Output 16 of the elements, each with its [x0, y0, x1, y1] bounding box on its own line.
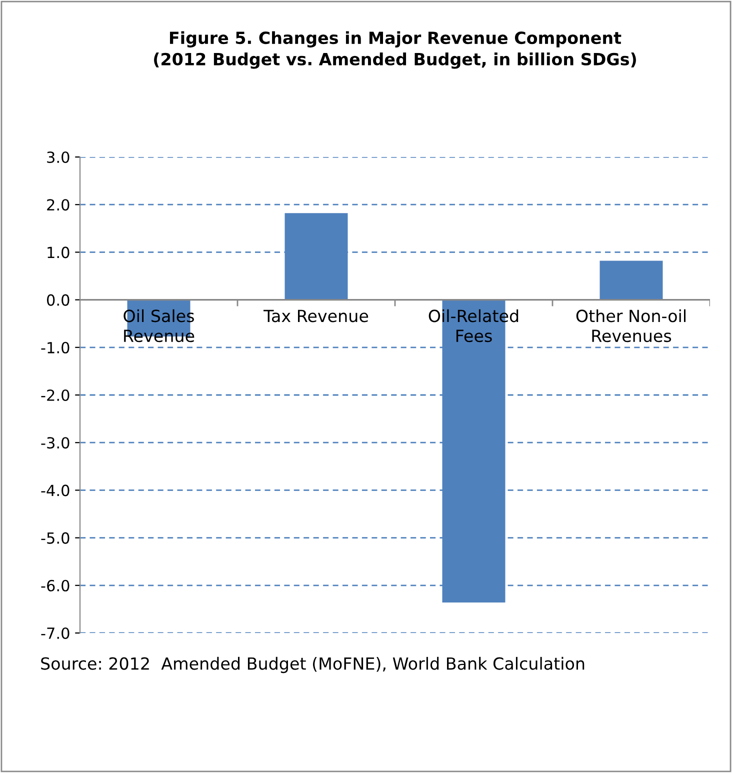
- bar: [600, 260, 663, 300]
- y-tick-label: -7.0: [41, 627, 70, 640]
- x-tick-label: Tax Revenue: [264, 310, 368, 322]
- y-tick-label: 2.0: [47, 199, 70, 211]
- y-tick-label: 3.0: [47, 151, 70, 164]
- y-tick-label: -1.0: [41, 342, 70, 354]
- x-tick-label: Other Non-oil Revenues: [576, 309, 686, 342]
- y-tick-label: -3.0: [41, 437, 70, 449]
- source-note: Source: 2012 Amended Budget (MoFNE), World Bank Calculation: [41, 656, 584, 674]
- y-tick-label: -4.0: [41, 484, 70, 496]
- chart-title: Figure 5. Changes in Major Revenue Component (2012 Budget vs. Amended Budget, in billion SDGs): [154, 31, 636, 69]
- y-tick-label: 1.0: [48, 246, 70, 258]
- y-tick-label: -2.0: [41, 389, 70, 402]
- y-tick-label: 0.0: [46, 294, 70, 306]
- y-tick-label: -5.0: [41, 532, 70, 544]
- y-tick-label: -6.0: [41, 580, 70, 592]
